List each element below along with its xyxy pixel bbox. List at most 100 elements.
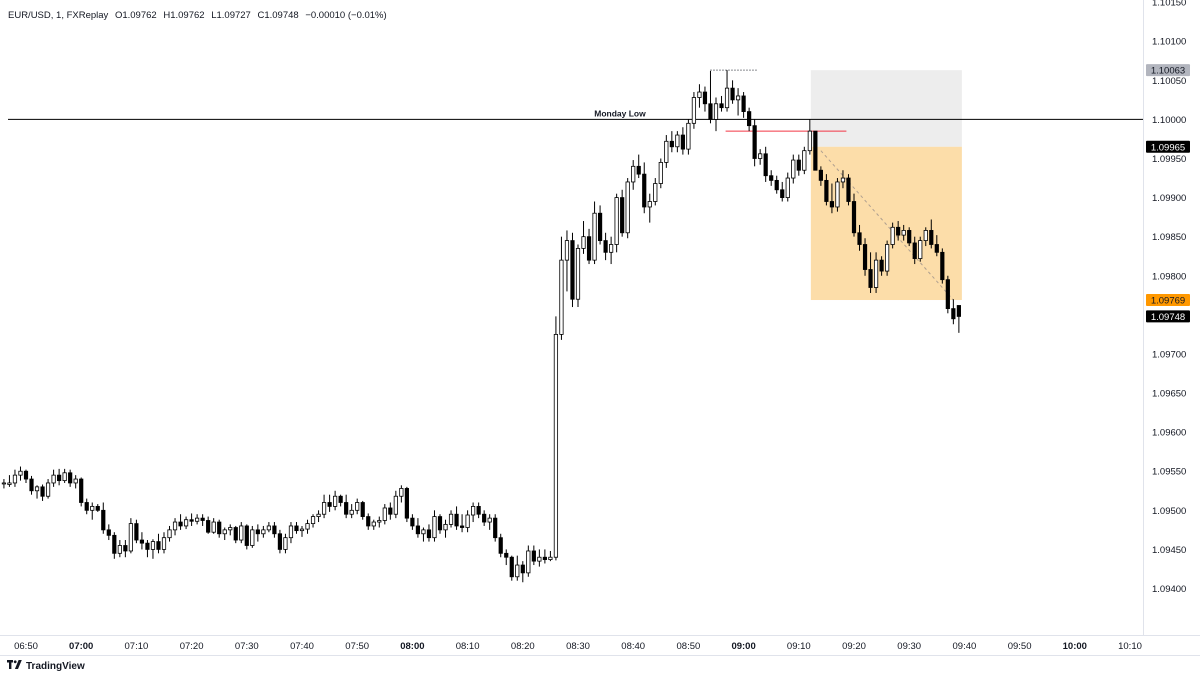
candle-body (189, 519, 194, 522)
candle (299, 525, 305, 537)
candle-body (509, 556, 514, 578)
candle (106, 524, 111, 541)
candle-body (697, 91, 702, 98)
candle-body (719, 103, 724, 109)
price-label-text: 1.09769 (1151, 296, 1185, 307)
candle (18, 466, 23, 481)
candle-body (29, 478, 34, 492)
candle (818, 166, 823, 186)
candle-body (504, 552, 509, 558)
candle-body (564, 240, 570, 261)
candle (840, 170, 846, 189)
candle-body (724, 87, 730, 109)
candle (912, 236, 917, 265)
y-tick-label: 1.09650 (1152, 389, 1186, 400)
candle-body (338, 495, 343, 503)
candle-body (559, 259, 564, 335)
candle-body (178, 521, 183, 527)
candle-body (520, 564, 525, 574)
candle (189, 513, 194, 526)
candle (393, 490, 398, 519)
candle-body (923, 230, 928, 241)
position-zones (810, 70, 962, 301)
candle (95, 504, 100, 512)
candle-body (139, 539, 145, 544)
x-tick-label: 07:30 (235, 641, 259, 652)
candle (145, 540, 150, 558)
candle-body (79, 478, 84, 503)
candle (448, 510, 454, 528)
candle-body (951, 308, 956, 320)
candle-body (410, 517, 415, 527)
candle (907, 227, 912, 247)
candle-body (355, 502, 360, 511)
candle (399, 485, 404, 503)
candle-body (415, 525, 421, 535)
x-tick-label: 08:10 (456, 641, 480, 652)
candle-body (156, 541, 161, 550)
candle-body (382, 507, 387, 521)
candle (929, 219, 934, 249)
candle (288, 522, 294, 544)
y-tick-label: 1.09400 (1152, 584, 1186, 595)
candle (415, 518, 421, 538)
candle (542, 549, 547, 564)
candle (388, 502, 393, 520)
candle-body (780, 189, 785, 198)
candle-body (802, 150, 807, 171)
candle (443, 519, 448, 538)
candle (211, 518, 216, 534)
x-tick-label: 10:00 (1063, 641, 1087, 652)
x-tick-label: 07:10 (125, 641, 149, 652)
candle-body (763, 153, 768, 177)
candle-body (239, 525, 244, 541)
candle (150, 539, 156, 559)
candle-body (84, 502, 89, 511)
candle (305, 519, 310, 534)
candle (355, 498, 360, 515)
candle (664, 135, 669, 168)
candle-body (244, 525, 249, 546)
candle (338, 494, 343, 507)
candle-body (459, 525, 465, 528)
candle (206, 516, 211, 534)
candle (752, 119, 757, 167)
candle (609, 236, 614, 265)
candle-body (432, 516, 437, 539)
candle-body (233, 527, 238, 541)
candle (228, 524, 233, 536)
candle-body (200, 517, 205, 521)
candle-body (305, 523, 310, 530)
candle (691, 92, 697, 129)
candle (79, 477, 84, 507)
candle (686, 119, 691, 155)
candle (178, 514, 183, 530)
candle-body (34, 486, 40, 492)
candle-body (879, 259, 884, 272)
ohlc-open: O1.09762 (115, 10, 157, 21)
x-tick-label: 08:30 (566, 641, 590, 652)
candle-body (45, 482, 51, 497)
candle-body (642, 173, 647, 208)
candle-body (691, 97, 697, 124)
candle (377, 516, 382, 528)
candle-body (901, 230, 906, 236)
candle-body (366, 516, 371, 527)
candle (272, 522, 277, 538)
close-value: 1.09748 (264, 10, 299, 21)
candle (570, 232, 575, 308)
candle-body (730, 87, 735, 101)
candle-body (123, 545, 128, 552)
candle-body (316, 513, 321, 517)
tradingview-brand[interactable]: TradingView (7, 660, 85, 672)
candle-body (487, 517, 492, 523)
candle (515, 555, 520, 581)
candle (956, 305, 961, 333)
candle (564, 230, 570, 292)
candle-body (526, 550, 531, 574)
candle (730, 80, 735, 104)
candle-body (890, 226, 895, 245)
candle-body (57, 474, 62, 482)
